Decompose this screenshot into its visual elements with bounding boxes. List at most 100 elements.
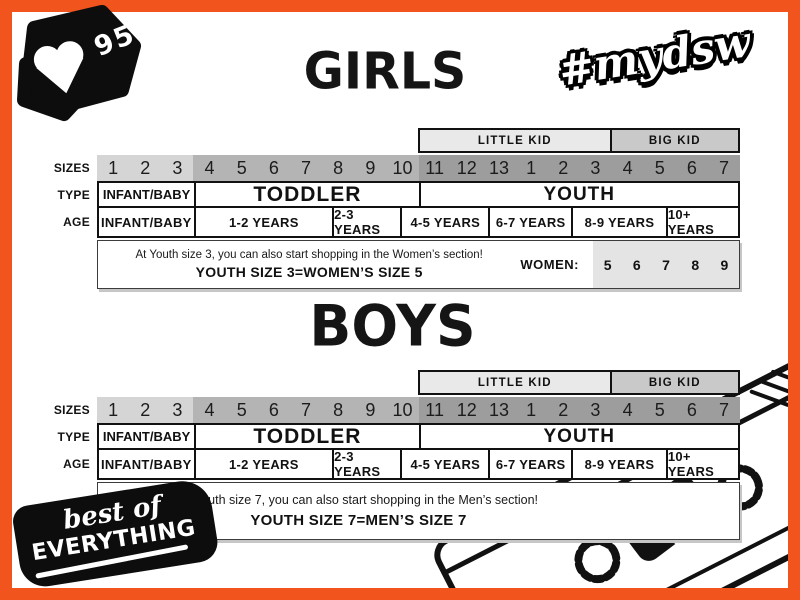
size-cell: 6 (675, 155, 708, 181)
age-cell: 4-5 YEARS (400, 206, 491, 238)
size-cell: 10 (386, 397, 419, 423)
size-cell: 3 (161, 155, 194, 181)
size-cell: 6 (257, 397, 290, 423)
girls-note-box: At Youth size 3, you can also start shop… (97, 240, 740, 289)
best-of-everything-sticker: best of EVERYTHING (10, 476, 221, 590)
sizes-row-label: SIZES (53, 161, 90, 175)
size-cell: 4 (611, 397, 644, 423)
size-cell: 13 (482, 397, 516, 423)
women-size-cell: 8 (691, 256, 700, 273)
type-cell: YOUTH (418, 423, 740, 450)
sizes-row-label: SIZES (53, 403, 90, 417)
size-cell: 11 (418, 155, 451, 181)
type-cell: YOUTH (418, 181, 740, 208)
size-cell: 5 (643, 397, 676, 423)
age-cell: 6-7 YEARS (488, 206, 574, 238)
women-size-cell: 7 (662, 256, 670, 273)
girls-sizes-row: SIZES 1 2 3 4 5 6 7 8 9 10 11 12 13 1 2 3 4 5 6 7 (54, 155, 741, 181)
type-row-label: TYPE (57, 187, 90, 202)
kid-group-cell: LITTLE KID (420, 130, 610, 151)
women-size-cell: 6 (632, 256, 641, 273)
type-cell: INFANT/BABY (97, 181, 197, 208)
age-cell: 1-2 YEARS (193, 448, 335, 480)
price-tag-badge: 95 (17, 5, 141, 121)
size-cell: 1 (97, 155, 130, 181)
boys-type-row: TYPE INFANT/BABY TODDLER YOUTH (57, 423, 740, 450)
age-cell: 8-9 YEARS (571, 448, 668, 480)
heart-icon (33, 41, 84, 94)
women-size-cell: 5 (603, 256, 612, 273)
girls-type-row: TYPE INFANT/BABY TODDLER YOUTH (57, 181, 740, 208)
type-cell: INFANT/BABY (97, 423, 197, 450)
girls-note-line2: YOUTH SIZE 3=WOMEN’S SIZE 5 (195, 264, 423, 280)
size-cell: 2 (547, 397, 580, 423)
age-cell: 4-5 YEARS (400, 448, 491, 480)
girls-kid-group-row: LITTLE KID BIG KID (418, 128, 740, 153)
age-cell: INFANT/BABY (97, 206, 196, 238)
girls-size-table: LITTLE KID BIG KID SIZES 1 2 3 4 5 6 7 8 9 10 11 12 1… (54, 128, 741, 289)
kid-group-cell: LITTLE KID (420, 372, 610, 393)
boys-kid-group-row: LITTLE KID BIG KID (418, 370, 740, 395)
size-cell: 1 (515, 155, 548, 181)
size-cell: 7 (289, 397, 323, 423)
boys-size-table: LITTLE KID BIG KID SIZES 1 2 3 4 5 6 7 8 9 10 11 12 1… (54, 370, 741, 540)
size-cell: 11 (418, 397, 451, 423)
size-cell: 13 (482, 155, 516, 181)
age-cell: 10+ YEARS (665, 206, 741, 238)
size-cell: 8 (322, 397, 355, 423)
age-cell: 2-3 YEARS (332, 206, 403, 238)
girls-age-row: AGE INFANT/BABY 1-2 YEARS 2-3 YEARS 4-5 YEA… (63, 206, 741, 238)
size-cell: 6 (675, 397, 708, 423)
size-cell: 12 (450, 397, 483, 423)
type-cell: TODDLER (194, 423, 421, 450)
age-row-label: AGE (63, 215, 90, 229)
women-sizes-strip: 5 6 7 8 9 (593, 241, 739, 288)
boys-sizes-row: SIZES 1 2 3 4 5 6 7 8 9 10 11 12 13 1 2 3 4 5 6 7 (54, 397, 741, 423)
kid-group-cell: BIG KID (609, 130, 738, 151)
size-cell: 2 (547, 155, 580, 181)
age-cell: 10+ YEARS (665, 448, 741, 480)
kid-group-cell: BIG KID (609, 372, 738, 393)
size-cell: 9 (354, 397, 387, 423)
type-cell: TODDLER (194, 181, 421, 208)
size-cell: 3 (579, 397, 612, 423)
age-cell: 2-3 YEARS (332, 448, 403, 480)
girls-note-text: At Youth size 3, you can also start shop… (98, 241, 520, 288)
size-cell: 5 (225, 155, 258, 181)
size-cell: 9 (354, 155, 387, 181)
boys-note-line1: At Youth size 7, you can also start shop… (178, 493, 539, 507)
size-cell: 12 (450, 155, 483, 181)
size-cell: 1 (515, 397, 548, 423)
size-cell: 10 (386, 155, 419, 181)
type-row-label: TYPE (57, 429, 90, 444)
size-cell: 5 (643, 155, 676, 181)
size-cell: 7 (707, 397, 741, 423)
age-row-label: AGE (63, 457, 90, 471)
boys-title: BOYS (309, 292, 476, 360)
size-cell: 5 (225, 397, 258, 423)
women-label: WOMEN: (520, 257, 579, 272)
size-cell: 4 (611, 155, 644, 181)
size-cell: 3 (579, 155, 612, 181)
women-size-cell: 9 (720, 256, 729, 273)
age-cell: INFANT/BABY (97, 448, 196, 480)
size-cell: 8 (322, 155, 355, 181)
boys-note-line2: YOUTH SIZE 7=MEN’S SIZE 7 (250, 512, 467, 529)
boys-age-row: AGE INFANT/BABY 1-2 YEARS 2-3 YEARS 4-5 YEA… (63, 448, 741, 480)
size-cell: 3 (161, 397, 194, 423)
size-cell: 2 (129, 397, 162, 423)
boys-note-text: At Youth size 7, you can also start shop… (98, 483, 739, 539)
size-cell: 2 (129, 155, 162, 181)
age-cell: 1-2 YEARS (193, 206, 335, 238)
girls-note-line1: At Youth size 3, you can also start shop… (135, 249, 483, 261)
size-cell: 4 (193, 155, 226, 181)
girls-title: GIRLS (303, 41, 467, 102)
age-cell: 8-9 YEARS (571, 206, 668, 238)
age-cell: 6-7 YEARS (488, 448, 574, 480)
size-cell: 1 (97, 397, 130, 423)
size-cell: 7 (289, 155, 323, 181)
size-cell: 7 (707, 155, 741, 181)
sprocket-left-icon (574, 537, 621, 584)
size-cell: 6 (257, 155, 290, 181)
size-cell: 4 (193, 397, 226, 423)
